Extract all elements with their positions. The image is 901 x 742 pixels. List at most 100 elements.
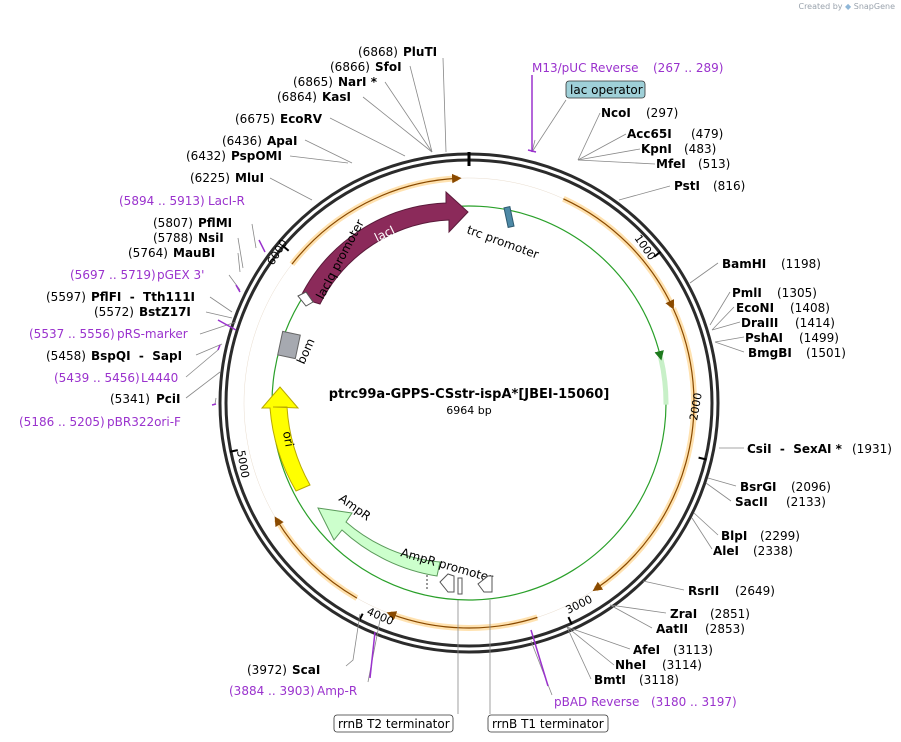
enzyme-DraIII-pos: (1414) xyxy=(795,316,835,330)
enzyme-AatII-pos: (2853) xyxy=(705,622,745,636)
enzyme-CsiI-SexAI-pos: (1931) xyxy=(852,442,892,456)
tick-mark-2000 xyxy=(698,456,707,461)
enzyme-PspOMI-pos: (6432) xyxy=(186,149,226,163)
enzyme-PshAI[interactable]: PshAI xyxy=(745,331,783,345)
enzyme-PluTI-pos: (6868) xyxy=(358,45,398,59)
enzyme-Acc65I-pos: (479) xyxy=(691,127,723,141)
enzyme-PluTI[interactable]: PluTI xyxy=(403,45,437,59)
enzyme-PciI-pos: (5341) xyxy=(110,392,150,406)
enzyme-EcoNI[interactable]: EcoNI xyxy=(736,301,774,315)
bom-box[interactable] xyxy=(277,330,301,360)
enzyme-ZraI[interactable]: ZraI xyxy=(670,607,697,621)
enzyme-EcoRV[interactable]: EcoRV xyxy=(280,112,323,126)
enzyme-CsiI-SexAI[interactable]: CsiI - SexAI * xyxy=(747,442,843,456)
enzyme-BamHI-pos: (1198) xyxy=(781,257,821,271)
tick-group xyxy=(229,244,707,625)
enzyme-Acc65I[interactable]: Acc65I xyxy=(627,127,672,141)
primer-labels: M13/pUC Reverse (267 .. 289) (5894 .. 59… xyxy=(19,61,737,709)
plasmid-name: ptrc99a-GPPS-CSstr-ispA*[JBEI-15060] xyxy=(329,387,610,402)
enzyme-MluI[interactable]: MluI xyxy=(235,171,264,185)
enzyme-NsiI-pos: (5788) xyxy=(153,231,193,245)
enzyme-BsrGI-pos: (2096) xyxy=(791,480,831,494)
enzyme-EcoRV-pos: (6675) xyxy=(235,112,275,126)
primer-marks xyxy=(211,75,549,687)
enzyme-SfoI-pos: (6866) xyxy=(330,60,370,74)
orf-arc-ampr[interactable] xyxy=(274,516,358,599)
enzyme-BmgBI-pos: (1501) xyxy=(806,346,846,360)
enzyme-PmlI[interactable]: PmlI xyxy=(732,286,762,300)
rrnB-T1-arrow[interactable] xyxy=(477,575,493,593)
leader-lines xyxy=(185,57,745,714)
enzyme-BspQI-SapI-pos: (5458) xyxy=(46,349,86,363)
rrnB-T2-box[interactable] xyxy=(333,714,454,733)
enzyme-NheI[interactable]: NheI xyxy=(615,658,646,672)
rrnB-T2-label: rrnB T2 terminator xyxy=(338,717,450,731)
enzyme-BstZ17I-pos: (5572) xyxy=(94,305,134,319)
enzyme-NarI[interactable]: NarI * xyxy=(338,75,378,89)
enzyme-BstZ17I[interactable]: BstZ17I xyxy=(139,305,191,319)
enzyme-KpnI[interactable]: KpnI xyxy=(641,142,672,156)
enzyme-ApaI[interactable]: ApaI xyxy=(267,134,297,148)
trc-promoter-mark[interactable] xyxy=(503,206,515,228)
enzyme-ScaI[interactable]: ScaI xyxy=(292,663,320,677)
enzyme-MfeI-pos: (513) xyxy=(698,157,730,171)
enzyme-PflMI[interactable]: PflMI xyxy=(198,216,232,230)
orf-arc-csstr-glow[interactable] xyxy=(593,307,697,592)
enzyme-NcoI[interactable]: NcoI xyxy=(601,106,631,120)
primer-pGEX-3[interactable]: pGEX 3' xyxy=(157,268,204,282)
enzyme-BmtI[interactable]: BmtI xyxy=(594,673,626,687)
enzyme-PstI-pos: (816) xyxy=(713,179,745,193)
enzyme-KasI[interactable]: KasI xyxy=(322,90,351,104)
trc-promoter-label: trc promoter xyxy=(465,223,541,262)
enzyme-BamHI[interactable]: BamHI xyxy=(722,257,766,271)
enzyme-RsrII[interactable]: RsrII xyxy=(688,584,719,598)
rrnB-T1-box[interactable] xyxy=(487,714,609,733)
enzyme-RsrII-pos: (2649) xyxy=(735,584,775,598)
boxed-labels: lac operator rrnB T2 terminator rrnB T1 … xyxy=(333,80,646,733)
enzyme-AleI[interactable]: AleI xyxy=(713,544,739,558)
enzyme-PstI[interactable]: PstI xyxy=(674,179,700,193)
enzyme-DraIII[interactable]: DraIII xyxy=(741,316,778,330)
enzyme-NheI-pos: (3114) xyxy=(662,658,702,672)
enzyme-PspOMI[interactable]: PspOMI xyxy=(231,149,282,163)
orf-arc-inner-glow[interactable] xyxy=(658,356,669,405)
enzyme-MluI-pos: (6225) xyxy=(190,171,230,185)
enzyme-EcoNI-pos: (1408) xyxy=(790,301,830,315)
AmpR-arrow[interactable] xyxy=(317,507,441,577)
primer-pBAD-Reverse[interactable]: pBAD Reverse xyxy=(554,695,639,709)
orf-arc-gpps[interactable] xyxy=(563,198,675,310)
enzyme-MauBI[interactable]: MauBI xyxy=(173,246,215,260)
ori-arrow[interactable] xyxy=(260,386,311,492)
lacI-arrow[interactable] xyxy=(299,190,469,305)
enzyme-BmgBI[interactable]: BmgBI xyxy=(748,346,792,360)
lacIq-promoter-arrow[interactable] xyxy=(297,291,314,307)
enzyme-BsrGI[interactable]: BsrGI xyxy=(740,480,777,494)
primer-Amp-R[interactable]: Amp-R xyxy=(317,684,357,698)
primer-pRS-marker[interactable]: pRS-marker xyxy=(117,327,188,341)
primer-Amp-R-range: (3884 .. 3903) xyxy=(229,684,315,698)
enzyme-AfeI[interactable]: AfeI xyxy=(633,643,660,657)
primer-L4440-range: (5439 .. 5456) xyxy=(54,371,140,385)
enzyme-SfoI[interactable]: SfoI xyxy=(375,60,402,74)
enzyme-BlpI[interactable]: BlpI xyxy=(721,529,747,543)
primer-pBR322ori-F[interactable]: pBR322ori-F xyxy=(107,415,181,429)
enzyme-AatII[interactable]: AatII xyxy=(656,622,688,636)
primer-M13-pUC-Reverse[interactable]: M13/pUC Reverse xyxy=(532,61,639,75)
primer-M13-pUC-Reverse-range: (267 .. 289) xyxy=(653,61,723,75)
AmpR-promoter-arrow[interactable] xyxy=(439,573,455,593)
primer-L4440[interactable]: L4440 xyxy=(141,371,178,385)
enzyme-NsiI[interactable]: NsiI xyxy=(198,231,224,245)
enzyme-MfeI[interactable]: MfeI xyxy=(656,157,686,171)
primer-LacI-R-range: (5894 .. 5913) xyxy=(119,194,205,208)
enzyme-PflFI-Tth111I[interactable]: PflFI - Tth111I xyxy=(91,290,195,304)
orf-arc-ispA[interactable] xyxy=(386,611,538,629)
enzyme-PciI[interactable]: PciI xyxy=(156,392,181,406)
rrnB-T2-mark[interactable] xyxy=(457,577,463,595)
enzyme-BspQI-SapI[interactable]: BspQI - SapI xyxy=(91,349,182,363)
credit-prefix: Created by xyxy=(798,2,843,11)
lac-operator-box[interactable] xyxy=(565,80,646,99)
enzyme-SacII[interactable]: SacII xyxy=(735,495,768,509)
tick-mark-4000 xyxy=(358,613,364,622)
primer-LacI-R[interactable]: LacI-R xyxy=(208,194,245,208)
